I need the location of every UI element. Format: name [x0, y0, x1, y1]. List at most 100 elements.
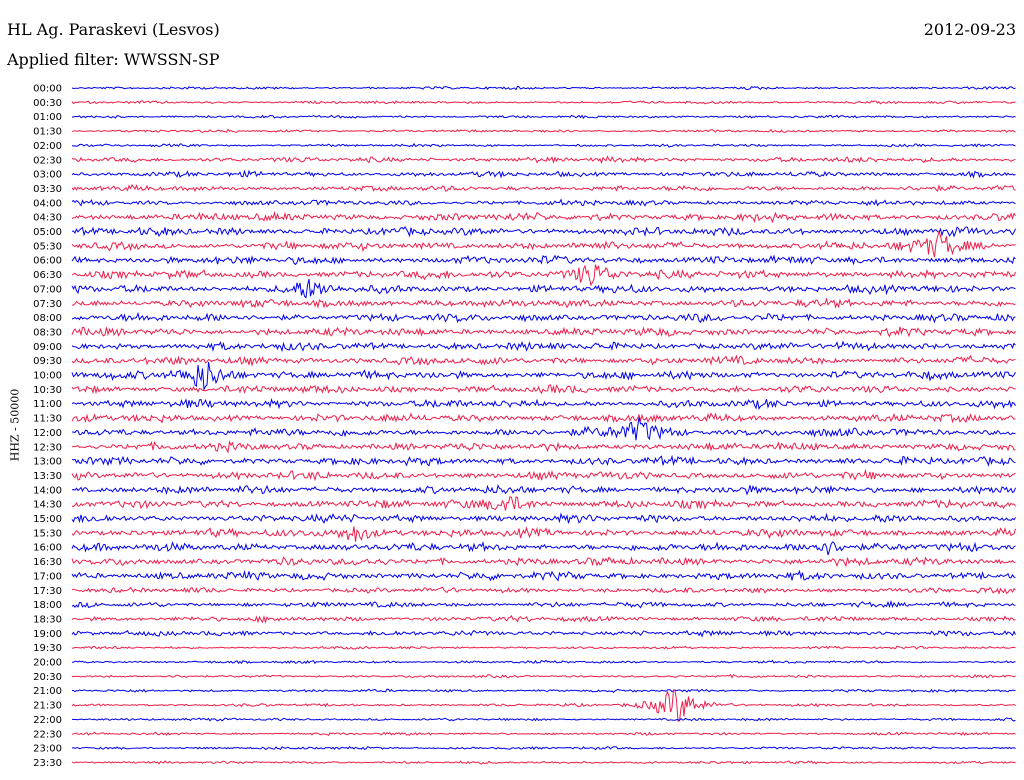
trace-row — [72, 114, 1016, 120]
time-tick-label: 21:00 — [33, 686, 62, 697]
trace-row — [71, 362, 1016, 391]
time-tick-label: 01:30 — [33, 127, 62, 138]
trace-row — [71, 483, 1016, 496]
time-tick-label: 20:00 — [33, 658, 62, 669]
time-tick-label: 11:00 — [33, 399, 62, 410]
trace-row — [71, 198, 1016, 207]
trace-row — [71, 210, 1016, 224]
time-tick-label: 23:30 — [33, 758, 62, 769]
trace-row — [71, 673, 1016, 679]
time-tick-label: 08:00 — [33, 313, 62, 324]
trace-row — [71, 600, 1016, 609]
trace-row — [71, 629, 1016, 638]
trace-row — [71, 278, 1016, 299]
time-tick-label: 12:00 — [33, 428, 62, 439]
trace-row — [71, 264, 1016, 287]
time-tick-label: 03:30 — [33, 184, 62, 195]
time-tick-label: 04:30 — [33, 213, 62, 224]
trace-row — [71, 454, 1016, 467]
time-tick-label: 15:30 — [33, 528, 62, 539]
trace-row — [71, 717, 1016, 722]
time-tick-label: 02:30 — [33, 155, 62, 166]
trace-row — [72, 659, 1016, 665]
trace-row — [71, 340, 1016, 353]
time-tick-label: 19:00 — [33, 629, 62, 640]
time-tick-label: 07:00 — [33, 284, 62, 295]
time-tick-label: 00:00 — [33, 84, 62, 95]
trace-row — [71, 731, 1016, 737]
trace-row — [71, 569, 1016, 582]
trace-row — [71, 688, 1016, 693]
trace-row — [71, 229, 1016, 258]
time-tick-label: 02:00 — [33, 141, 62, 152]
time-tick-label: 03:00 — [33, 170, 62, 181]
time-tick-label: 12:30 — [33, 442, 62, 453]
time-tick-label: 13:30 — [33, 471, 62, 482]
station-title: HL Ag. Paraskevi (Lesvos) — [7, 20, 220, 39]
time-tick-label: 20:30 — [33, 672, 62, 683]
trace-row — [71, 760, 1016, 765]
trace-row — [71, 297, 1016, 309]
trace-row — [71, 254, 1016, 266]
time-tick-label: 10:00 — [33, 371, 62, 382]
trace-row — [71, 142, 1016, 148]
time-tick-label: 05:00 — [33, 227, 62, 238]
time-tick-label: 16:30 — [33, 557, 62, 568]
time-tick-label: 11:30 — [33, 414, 62, 425]
time-tick-label: 05:30 — [33, 241, 62, 252]
time-tick-label: 06:00 — [33, 256, 62, 267]
time-tick-label: 22:30 — [33, 729, 62, 740]
time-tick-label: 06:30 — [33, 270, 62, 281]
time-tick-label: 01:00 — [33, 112, 62, 123]
time-tick-label: 04:00 — [33, 198, 62, 209]
time-tick-label: 21:30 — [33, 701, 62, 712]
filter-label: Applied filter: WWSSN-SP — [7, 50, 220, 69]
time-tick-label: 14:30 — [33, 500, 62, 511]
trace-row — [71, 128, 1016, 133]
seismogram-traces — [71, 85, 1016, 765]
time-tick-label: 10:30 — [33, 385, 62, 396]
time-tick-label: 19:30 — [33, 643, 62, 654]
trace-row — [71, 745, 1016, 751]
trace-row — [71, 512, 1016, 524]
date-label: 2012-09-23 — [923, 20, 1016, 39]
trace-row — [71, 354, 1016, 367]
time-tick-label: 09:00 — [33, 342, 62, 353]
time-tick-label: 08:30 — [33, 327, 62, 338]
time-tick-label: 18:30 — [33, 614, 62, 625]
time-tick-label: 23:00 — [33, 744, 62, 755]
trace-row — [71, 155, 1016, 165]
time-tick-label: 07:30 — [33, 299, 62, 310]
time-tick-label: 17:30 — [33, 586, 62, 597]
trace-row — [71, 556, 1016, 568]
trace-row — [72, 645, 1016, 650]
trace-row — [71, 417, 1016, 441]
trace-row — [71, 326, 1016, 338]
trace-row — [71, 100, 1016, 105]
trace-row — [71, 384, 1016, 395]
trace-row — [71, 226, 1016, 238]
trace-row — [71, 689, 1016, 722]
time-tick-label: 14:00 — [33, 485, 62, 496]
time-tick-label: 16:00 — [33, 543, 62, 554]
time-tick-label: 18:00 — [33, 600, 62, 611]
time-ticks: 00:00 00:30 01:00 01:30 02:00 02:30 03:00 03:30… — [33, 84, 62, 769]
trace-row — [71, 311, 1016, 324]
trace-row — [71, 540, 1016, 556]
trace-row — [71, 85, 1016, 91]
trace-row — [71, 495, 1016, 511]
time-tick-label: 22:00 — [33, 715, 62, 726]
time-tick-label: 13:00 — [33, 457, 62, 468]
trace-row — [71, 586, 1016, 595]
trace-row — [71, 184, 1016, 193]
time-tick-label: 00:30 — [33, 98, 62, 109]
trace-row — [71, 614, 1016, 624]
trace-row — [71, 468, 1016, 482]
trace-row — [71, 439, 1016, 454]
time-tick-label: 17:00 — [33, 571, 62, 582]
trace-row — [71, 526, 1016, 542]
trace-row — [71, 169, 1016, 179]
trace-row — [71, 412, 1016, 424]
time-tick-label: 15:00 — [33, 514, 62, 525]
